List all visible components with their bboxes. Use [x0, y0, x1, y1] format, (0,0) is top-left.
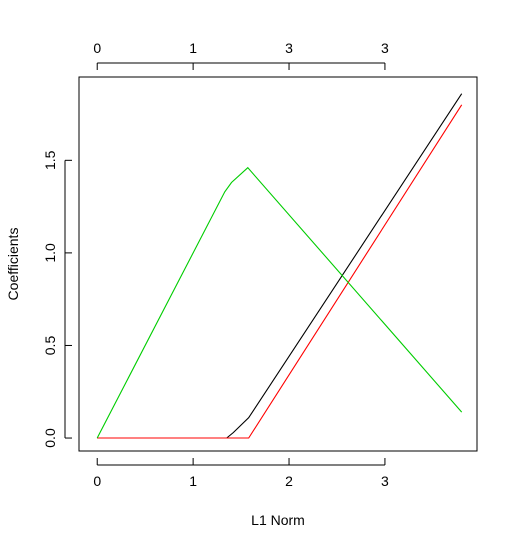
y-tick-label: 1.0: [42, 243, 58, 263]
x-axis-bottom: 0 1 2 3: [93, 458, 389, 489]
series-line-2: [97, 104, 463, 439]
y-axis-left: 0.0 0.5 1.0 1.5: [42, 150, 72, 448]
x-tick-label: 3: [381, 473, 389, 489]
series-line-1: [97, 93, 463, 439]
top-axis-tick-label: 1: [189, 40, 197, 56]
y-tick-label: 0.0: [42, 428, 58, 448]
series-layer: [96, 93, 463, 439]
y-tick-label: 1.5: [42, 150, 58, 170]
top-axis-tick-label: 0: [93, 40, 101, 56]
x-axis-label: L1 Norm: [251, 512, 305, 528]
x-axis-top: 0 1 3 3: [93, 40, 389, 70]
x-tick-label: 0: [93, 473, 101, 489]
y-tick-label: 0.5: [42, 336, 58, 356]
plot-frame: [78, 76, 478, 452]
y-axis-label: Coefficients: [5, 228, 21, 301]
x-tick-label: 2: [285, 473, 293, 489]
top-axis-tick-label: 3: [381, 40, 389, 56]
x-tick-label: 1: [189, 473, 197, 489]
series-line-3: [96, 166, 463, 439]
top-axis-tick-label: 3: [285, 40, 293, 56]
